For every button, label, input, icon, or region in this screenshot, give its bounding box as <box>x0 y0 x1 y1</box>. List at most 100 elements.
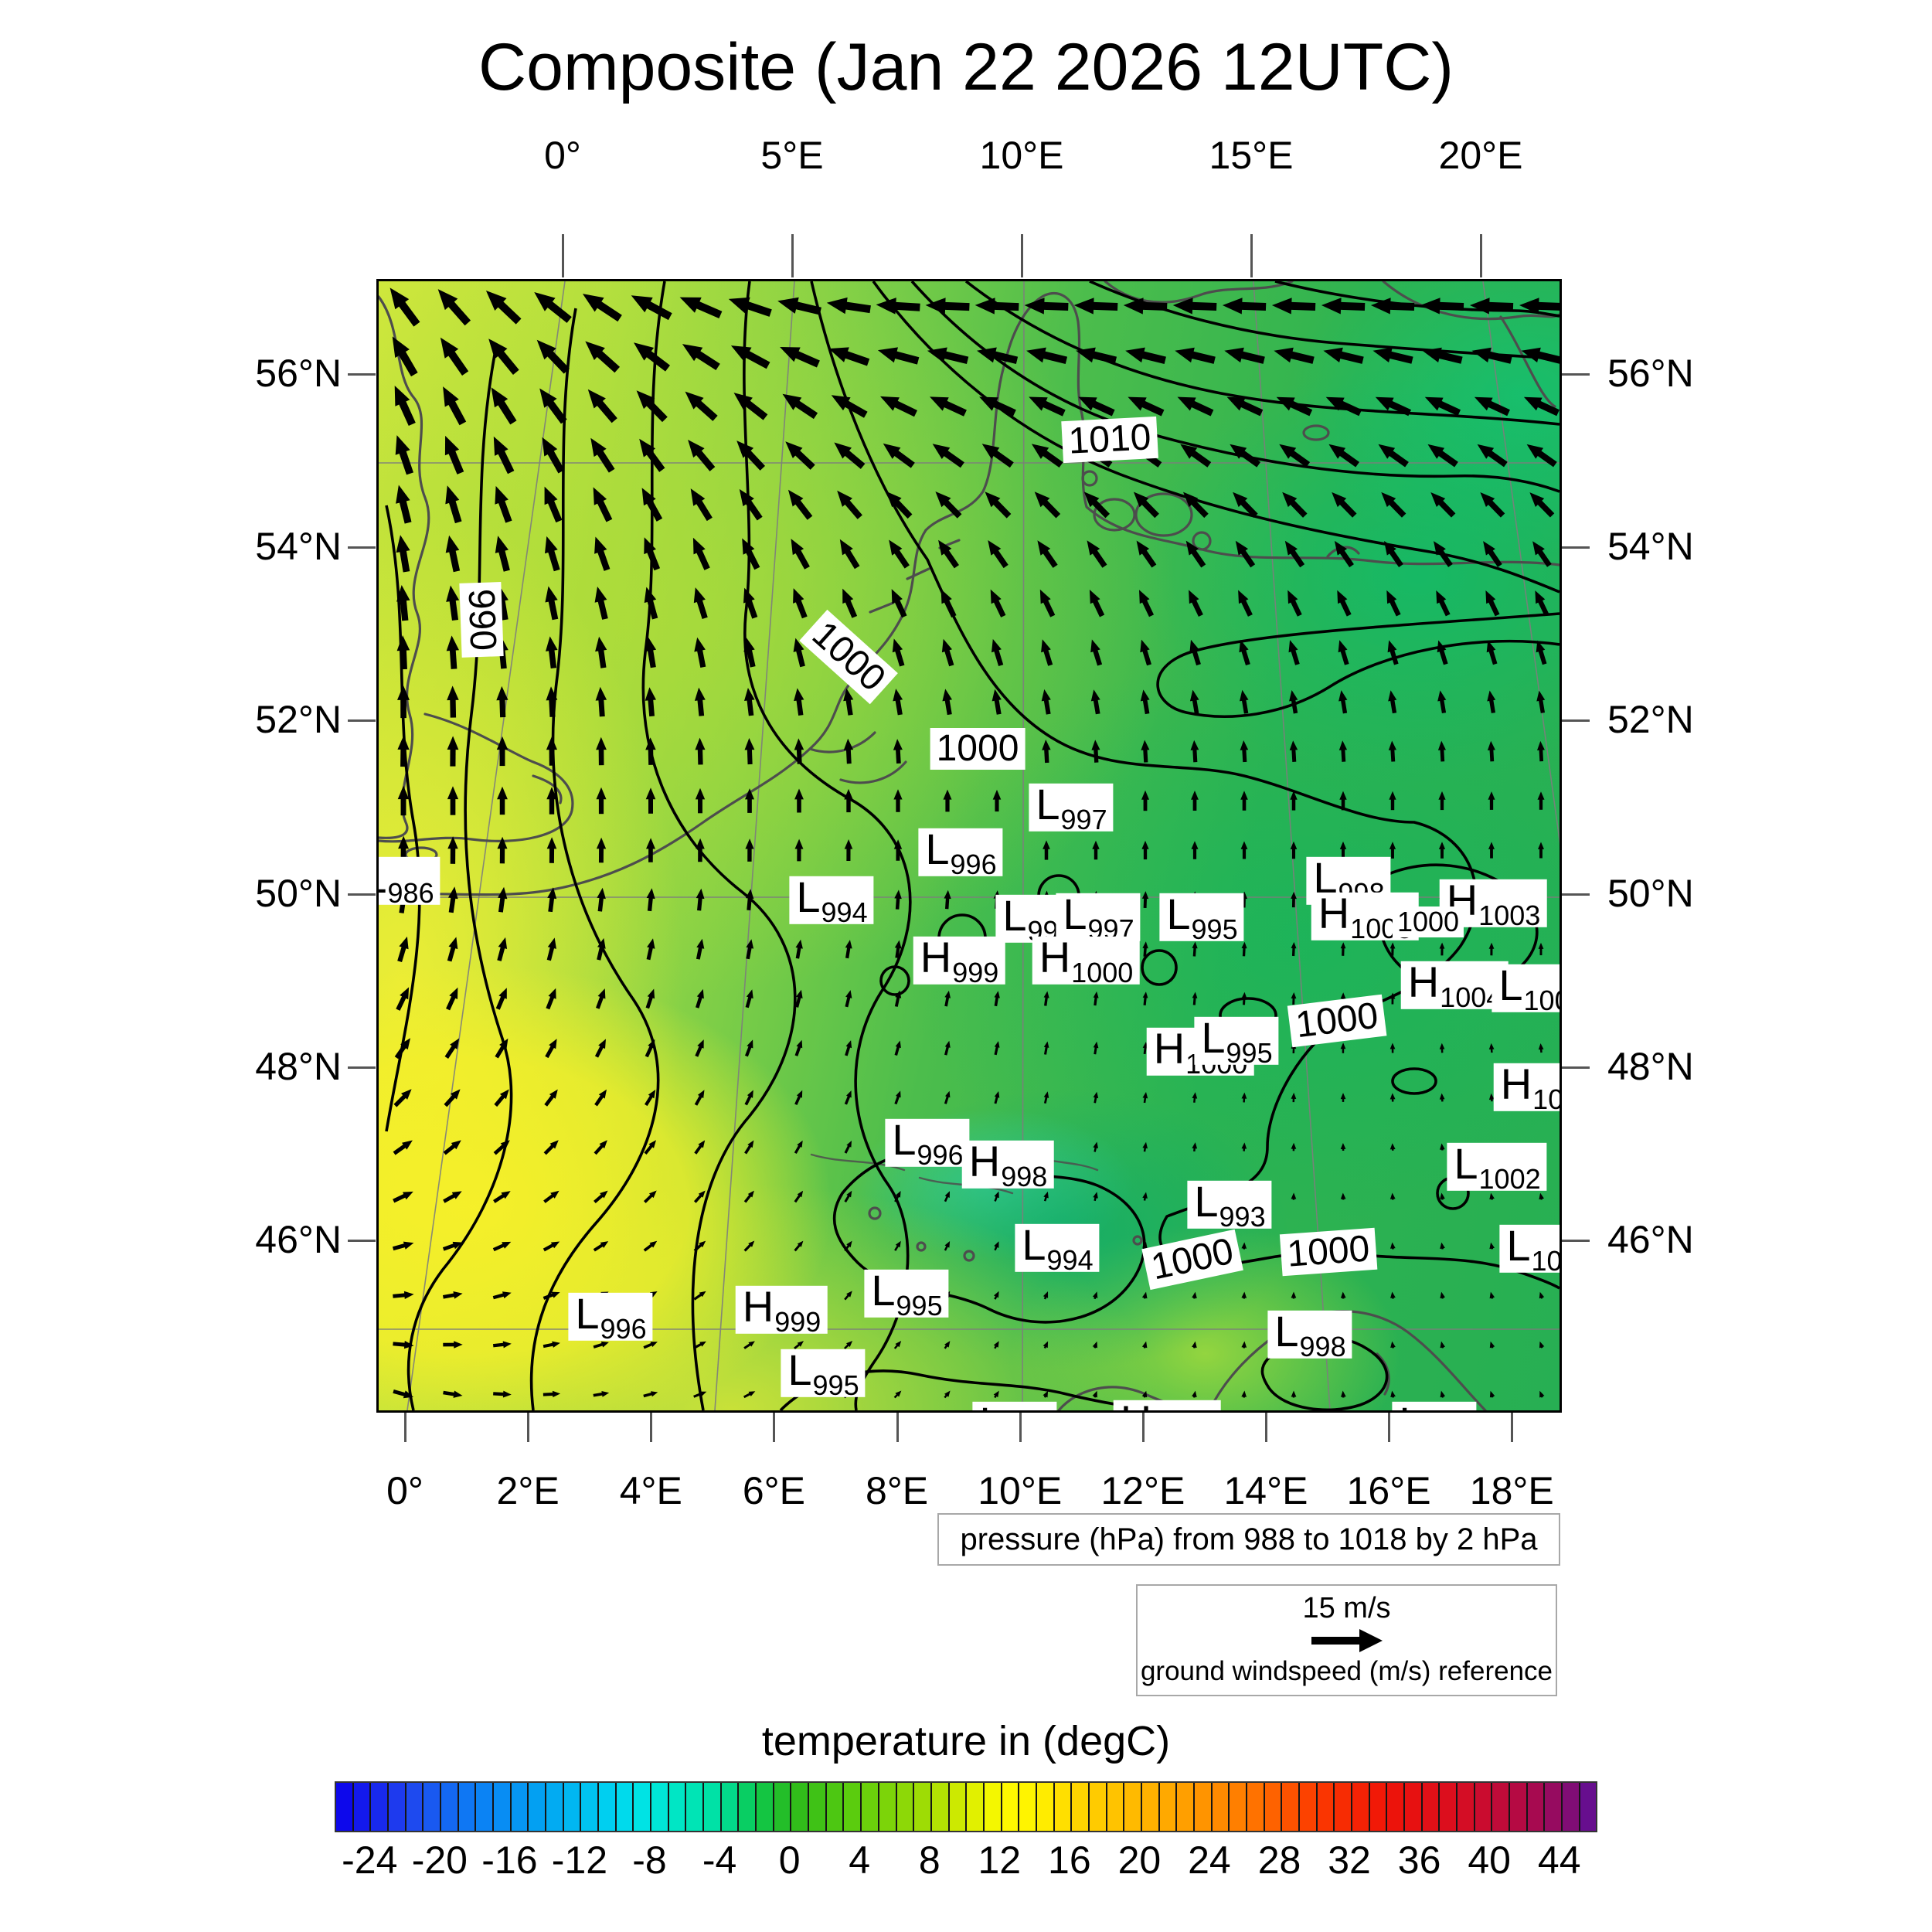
colorbar-cell <box>826 1783 845 1831</box>
pressure-center-label: L994 <box>789 875 874 926</box>
pressure-center-label: H998 <box>961 1139 1054 1190</box>
wind-reference-speed: 15 m/s <box>1302 1592 1391 1624</box>
colorbar-cell <box>914 1783 932 1831</box>
colorbar-cell <box>1177 1783 1195 1831</box>
wind-vector-layer <box>389 287 1560 1399</box>
bottom-axis-tick <box>1511 1411 1514 1442</box>
temperature-colorbar <box>335 1781 1597 1832</box>
pressure-legend-text: pressure (hPa) from 988 to 1018 by 2 hPa <box>960 1522 1538 1556</box>
pressure-center-label: L995 <box>1194 1015 1279 1066</box>
colorbar-cell <box>1404 1783 1423 1831</box>
colorbar-cell <box>616 1783 634 1831</box>
colorbar-cell <box>1072 1783 1090 1831</box>
pressure-center-label: H1005 <box>1493 1062 1560 1113</box>
pressure-center-label: L986 <box>379 855 440 906</box>
colorbar-cell <box>563 1783 582 1831</box>
colorbar-cell <box>529 1783 547 1831</box>
colorbar-cell <box>1387 1783 1405 1831</box>
bottom-axis-tick <box>1388 1411 1391 1442</box>
pressure-center-label: L996 <box>972 1400 1057 1410</box>
left-axis-tick <box>348 893 376 896</box>
colorbar-cell <box>984 1783 1002 1831</box>
left-axis-label: 52°N <box>255 698 342 742</box>
colorbar-cell <box>1247 1783 1265 1831</box>
left-axis-tick <box>348 373 376 376</box>
bottom-axis-tick <box>896 1411 899 1442</box>
colorbar-cell <box>1510 1783 1528 1831</box>
pressure-center-label: L995 <box>864 1268 949 1319</box>
colorbar-tick-label: 12 <box>978 1838 1022 1882</box>
right-axis-label: 48°N <box>1607 1044 1694 1088</box>
bottom-axis-label: 16°E <box>1346 1469 1431 1512</box>
colorbar-cell <box>791 1783 810 1831</box>
colorbar-cell <box>1492 1783 1511 1831</box>
pressure-center-label: L1005 <box>1492 963 1560 1014</box>
left-axis-label: 48°N <box>255 1044 342 1088</box>
left-axis-tick <box>348 1240 376 1242</box>
colorbar-cell <box>1335 1783 1352 1831</box>
wind-reference-caption: ground windspeed (m/s) reference <box>1140 1656 1553 1686</box>
colorbar-cell <box>1054 1783 1073 1831</box>
colorbar-cell <box>1317 1783 1335 1831</box>
colorbar-cell <box>1036 1783 1055 1831</box>
top-axis-tick <box>1250 234 1253 277</box>
top-axis-label: 0° <box>544 134 581 177</box>
contour-label: 1000 <box>930 728 1026 770</box>
colorbar-cell <box>1089 1783 1107 1831</box>
bottom-axis-tick <box>1264 1411 1267 1442</box>
colorbar-tick-label: 8 <box>918 1838 940 1882</box>
bottom-axis-tick <box>1019 1411 1022 1442</box>
colorbar-cell <box>1194 1783 1213 1831</box>
colorbar-cell <box>1440 1783 1458 1831</box>
pressure-center-label: L998 <box>1392 1400 1477 1410</box>
colorbar-cell <box>774 1783 792 1831</box>
colorbar-cell <box>353 1783 372 1831</box>
colorbar-cell <box>1230 1783 1247 1831</box>
colorbar-cell <box>406 1783 424 1831</box>
left-axis-label: 50°N <box>255 871 342 915</box>
pressure-center-label: H1000 <box>1032 935 1140 986</box>
top-axis-label: 20°E <box>1438 134 1523 177</box>
wind-reference-box: 15 m/s ground windspeed (m/s) reference <box>1136 1584 1557 1696</box>
pressure-center-label: H1000 <box>1113 1399 1221 1410</box>
colorbar-cell <box>441 1783 459 1831</box>
right-axis-label: 50°N <box>1607 871 1694 915</box>
top-axis-tick <box>562 234 564 277</box>
left-axis-label: 56°N <box>255 352 342 395</box>
top-axis-label: 10°E <box>979 134 1064 177</box>
bottom-axis-label: 12°E <box>1100 1469 1185 1512</box>
colorbar-cell <box>721 1783 740 1831</box>
colorbar-cell <box>581 1783 600 1831</box>
colorbar-cell <box>494 1783 512 1831</box>
contour-label: 1000 <box>1279 1227 1378 1277</box>
right-axis-tick <box>1562 893 1590 896</box>
pressure-center-label: L994 <box>1015 1223 1100 1274</box>
colorbar-title: temperature in (degC) <box>761 1718 1171 1764</box>
colorbar-cell <box>1369 1783 1388 1831</box>
colorbar-cell <box>1019 1783 1037 1831</box>
pressure-center-label: L1004 <box>1499 1223 1560 1274</box>
colorbar-cell <box>668 1783 687 1831</box>
colorbar-cell <box>739 1783 757 1831</box>
pressure-center-label: L993 <box>1187 1179 1272 1230</box>
pressure-center-label: H999 <box>913 935 1005 986</box>
colorbar-cell <box>634 1783 652 1831</box>
colorbar-cell <box>1422 1783 1440 1831</box>
bottom-axis-tick <box>1141 1411 1145 1442</box>
bottom-axis-label: 0° <box>386 1469 423 1512</box>
colorbar-cell <box>1299 1783 1318 1831</box>
right-axis-label: 46°N <box>1607 1218 1694 1261</box>
page-title: Composite (Jan 22 2026 12UTC) <box>478 30 1454 104</box>
colorbar-cell <box>336 1783 354 1831</box>
right-axis-label: 54°N <box>1607 525 1694 569</box>
colorbar-tick-label: 24 <box>1188 1838 1231 1882</box>
colorbar-cell <box>1107 1783 1125 1831</box>
colorbar-cell <box>686 1783 705 1831</box>
colorbar-cell <box>862 1783 879 1831</box>
colorbar-cell <box>1475 1783 1493 1831</box>
colorbar-cell <box>511 1783 529 1831</box>
bottom-axis-label: 6°E <box>742 1469 805 1512</box>
colorbar-cell <box>1563 1783 1580 1831</box>
right-axis-tick <box>1562 373 1590 376</box>
colorbar-tick-label: -8 <box>632 1838 667 1882</box>
